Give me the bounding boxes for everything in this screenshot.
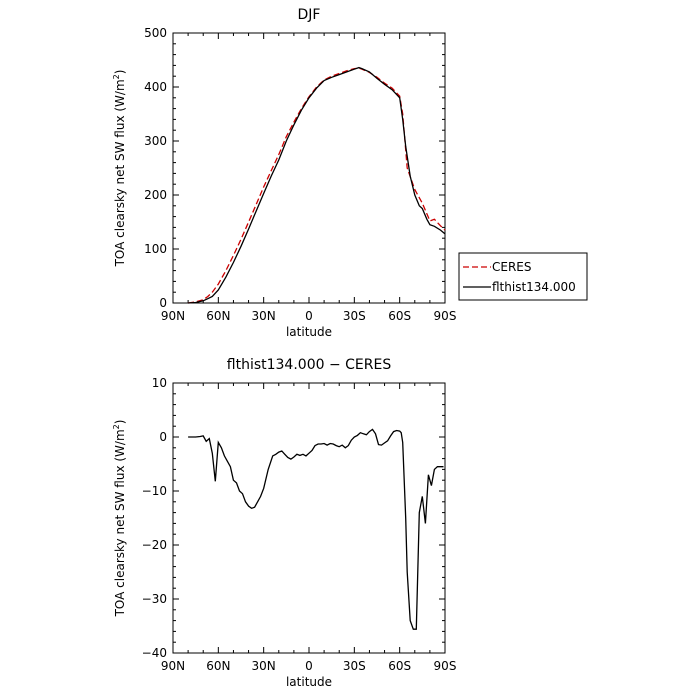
x-tick-label: 60N — [206, 659, 230, 673]
chart-panel-2: flthist134.000 − CERES 90N 60N 30N 0 30S 60S 90… — [112, 357, 456, 689]
x-tick-label: 30N — [252, 659, 276, 673]
y-tick-label: −40 — [142, 646, 167, 660]
y-tick-label: 400 — [144, 80, 167, 94]
x-tick-label: 30S — [343, 659, 366, 673]
series-line-difference — [188, 428, 444, 630]
x-tick-label: 60S — [388, 659, 411, 673]
y-tick-label: 10 — [152, 376, 167, 390]
x-tick-label: 90N — [161, 309, 185, 323]
y-tick-label: 0 — [159, 430, 167, 444]
y-tick-label: −10 — [142, 484, 167, 498]
y-tick-label: 200 — [144, 188, 167, 202]
x-tick-label: 90S — [434, 309, 457, 323]
y-tick-label: −30 — [142, 592, 167, 606]
x-axis-label: latitude — [286, 325, 332, 339]
y-tick-label: −20 — [142, 538, 167, 552]
legend-label: CERES — [492, 260, 532, 274]
series-line-flthist134-000 — [188, 66, 446, 304]
x-tick-label: 0 — [305, 659, 313, 673]
chart-title: flthist134.000 − CERES — [227, 357, 392, 373]
plot-frame — [172, 32, 446, 304]
y-axis-label: TOA clearsky net SW flux (W/m2) — [112, 70, 127, 268]
y-tick-label: 300 — [144, 134, 167, 148]
x-tick-label: 90S — [434, 659, 457, 673]
y-tick-label: 500 — [144, 26, 167, 40]
x-tick-label: 30N — [252, 309, 276, 323]
x-tick-label: 90N — [161, 659, 185, 673]
y-tick-label: 100 — [144, 242, 167, 256]
legend-box — [458, 252, 588, 301]
x-tick-label: 30S — [343, 309, 366, 323]
series-line-ceres — [188, 67, 446, 304]
y-axis-label: TOA clearsky net SW flux (W/m2) — [112, 420, 127, 618]
x-tick-label: 60N — [206, 309, 230, 323]
chart-title: DJF — [298, 7, 321, 23]
legend: CERES flthist134.000 — [458, 252, 588, 301]
chart-panel-1: DJF 90N 60N 30N 0 30S 60S 90S 0 100 200 300 400 500 la… — [112, 7, 588, 339]
x-axis-label: latitude — [286, 675, 332, 689]
plot-frame — [172, 382, 446, 654]
y-tick-label: 0 — [159, 296, 167, 310]
legend-label: flthist134.000 — [492, 280, 576, 294]
x-tick-label: 0 — [305, 309, 313, 323]
x-tick-label: 60S — [388, 309, 411, 323]
